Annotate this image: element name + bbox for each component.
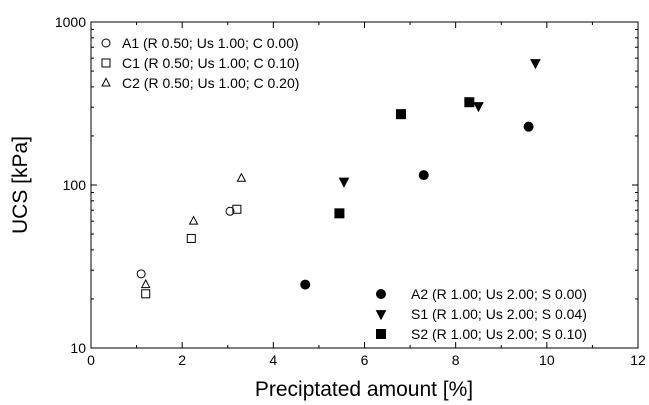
x-tick-label: 10 <box>539 352 555 368</box>
y-axis: 10 100 1000 <box>55 14 638 356</box>
x-axis: 0 2 4 6 8 10 12 <box>87 22 646 368</box>
legend-top-left: A1 (R 0.50; Us 1.00; C 0.00) C1 (R 0.50; … <box>101 35 299 91</box>
legend-item: A2 (R 1.00; Us 2.00; S 0.00) <box>376 286 587 302</box>
y-axis-title: UCS [kPa] <box>9 136 32 234</box>
legend-marker <box>101 77 111 87</box>
data-point <box>338 177 350 188</box>
data-point <box>300 279 311 290</box>
legend-label: A1 (R 0.50; Us 1.00; C 0.00) <box>122 35 299 51</box>
data-point <box>232 204 242 214</box>
series-points <box>338 59 541 188</box>
legend-marker <box>101 38 111 48</box>
series-points <box>136 206 235 279</box>
legend-item: C2 (R 0.50; Us 1.00; C 0.20) <box>101 75 299 91</box>
data-point <box>136 269 146 279</box>
data-point <box>334 208 345 219</box>
legend-label: C1 (R 0.50; Us 1.00; C 0.10) <box>122 55 299 71</box>
legend-item: A1 (R 0.50; Us 1.00; C 0.00) <box>101 35 299 51</box>
plot-frame <box>90 21 639 349</box>
legend-label: S1 (R 1.00; Us 2.00; S 0.04) <box>411 306 587 322</box>
plot-area <box>90 21 639 349</box>
legend-item: S1 (R 1.00; Us 2.00; S 0.04) <box>375 306 587 322</box>
y-tick-label: 1000 <box>55 14 86 30</box>
x-axis-title: Preciptated amount [%] <box>255 378 473 401</box>
data-point <box>473 102 484 113</box>
y-tick-label: 10 <box>70 340 86 356</box>
legend-marker <box>376 329 386 339</box>
legend-marker <box>101 58 111 68</box>
legend-marker <box>375 310 387 321</box>
legend-label: S2 (R 1.00; Us 2.00; S 0.10) <box>411 326 587 342</box>
data-point <box>186 233 196 243</box>
series-points <box>334 97 475 219</box>
series-points <box>141 204 242 299</box>
data-point <box>530 59 541 70</box>
series-points <box>300 121 534 290</box>
x-tick-label: 4 <box>269 352 277 368</box>
data-point <box>141 289 151 299</box>
x-tick-label: 6 <box>361 352 369 368</box>
x-tick-label: 8 <box>452 352 460 368</box>
data-point <box>395 109 406 120</box>
data-point <box>188 215 199 225</box>
data-point <box>523 121 534 132</box>
data-point <box>140 278 151 289</box>
y-tick-label: 100 <box>63 177 87 193</box>
legend-item: C1 (R 0.50; Us 1.00; C 0.10) <box>101 55 299 71</box>
data-point <box>464 97 475 108</box>
legend-bottom-right: A2 (R 1.00; Us 2.00; S 0.00) S1 (R 1.00; … <box>375 286 587 342</box>
data-point <box>418 170 429 181</box>
legend-marker <box>376 289 386 299</box>
data-points <box>136 59 541 299</box>
data-point <box>236 172 247 182</box>
legend-label: C2 (R 0.50; Us 1.00; C 0.20) <box>122 75 299 91</box>
x-tick-label: 2 <box>178 352 186 368</box>
x-tick-label: 0 <box>87 352 95 368</box>
legend-item: S2 (R 1.00; Us 2.00; S 0.10) <box>376 326 587 342</box>
x-tick-label: 12 <box>630 352 646 368</box>
data-point <box>225 206 235 216</box>
legend-label: A2 (R 1.00; Us 2.00; S 0.00) <box>411 286 587 302</box>
series-points <box>140 172 247 289</box>
